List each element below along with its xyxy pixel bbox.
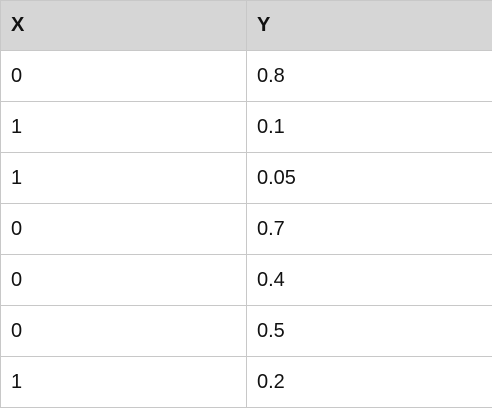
cell-x: 0 — [1, 255, 247, 306]
table-row: 0 0.7 — [1, 204, 492, 255]
cell-y: 0.5 — [247, 306, 492, 357]
cell-y: 0.05 — [247, 153, 492, 204]
cell-x: 0 — [1, 51, 247, 102]
cell-y: 0.1 — [247, 102, 492, 153]
cell-x: 1 — [1, 357, 247, 408]
header-row: X Y — [1, 1, 492, 51]
table-header: X Y — [1, 1, 492, 51]
cell-x: 1 — [1, 102, 247, 153]
table-row: 1 0.1 — [1, 102, 492, 153]
cell-x: 0 — [1, 204, 247, 255]
cell-y: 0.7 — [247, 204, 492, 255]
cell-y: 0.2 — [247, 357, 492, 408]
table-row: 1 0.05 — [1, 153, 492, 204]
table-row: 0 0.5 — [1, 306, 492, 357]
cell-y: 0.8 — [247, 51, 492, 102]
column-header-x: X — [1, 1, 247, 51]
table-row: 1 0.2 — [1, 357, 492, 408]
table-row: 0 0.8 — [1, 51, 492, 102]
cell-x: 1 — [1, 153, 247, 204]
cell-x: 0 — [1, 306, 247, 357]
table-body: 0 0.8 1 0.1 1 0.05 0 0.7 0 0.4 0 0.5 1 0… — [1, 51, 492, 408]
table-row: 0 0.4 — [1, 255, 492, 306]
column-header-y: Y — [247, 1, 492, 51]
cell-y: 0.4 — [247, 255, 492, 306]
